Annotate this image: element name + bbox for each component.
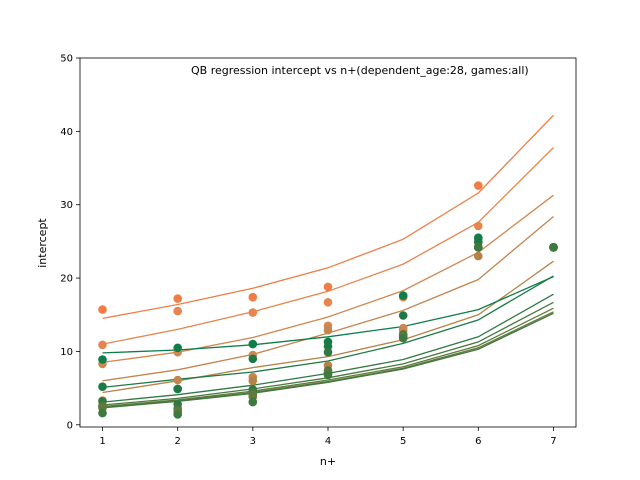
data-point-s2-x4 <box>323 298 333 307</box>
data-point-s7-x2 <box>173 384 182 394</box>
data-point-s12-x4 <box>323 370 333 380</box>
chart-marks <box>98 114 558 419</box>
data-point-s1-x2 <box>173 294 182 303</box>
y-tick-label: 30 <box>60 200 73 211</box>
data-point-s6-x2 <box>173 343 182 353</box>
x-tick-label: 4 <box>325 436 331 447</box>
data-point-s1-x6 <box>474 181 483 190</box>
y-axis-label: intercept <box>36 218 49 268</box>
data-point-s12-x6 <box>474 243 483 252</box>
data-point-s7-x5 <box>398 311 408 320</box>
x-tick-label: 3 <box>250 436 256 447</box>
chart-title: QB regression intercept vs n+(dependent_… <box>191 64 529 77</box>
y-tick-label: 40 <box>60 127 73 138</box>
data-point-s1-x4 <box>323 282 333 292</box>
y-axis: 0 10 20 30 40 50 <box>60 54 80 431</box>
data-point-s6-x3 <box>248 339 258 349</box>
data-point-s12-x7 <box>549 243 558 252</box>
data-point-s1-x3 <box>248 292 258 302</box>
data-point-s2-x2 <box>173 306 182 316</box>
data-point-s5-x6 <box>474 251 483 261</box>
x-tick-label: 1 <box>99 436 105 447</box>
data-point-s12-x1 <box>98 408 107 418</box>
data-point-s4-x2 <box>173 375 182 385</box>
data-point-s6-x5 <box>398 291 408 301</box>
data-point-s7-x3 <box>248 354 258 364</box>
data-point-s2-x3 <box>248 308 258 317</box>
data-point-s7-x1 <box>98 382 107 392</box>
data-point-s5-x3 <box>248 376 258 386</box>
data-point-s7-x4 <box>323 342 333 351</box>
data-point-s12-x5 <box>398 333 408 343</box>
y-tick-label: 0 <box>67 420 73 431</box>
x-tick-label: 6 <box>475 436 481 447</box>
data-point-s4-x4 <box>323 325 333 335</box>
data-point-s12-x2 <box>173 410 182 419</box>
data-point-s8-x4 <box>323 347 333 357</box>
y-tick-label: 10 <box>60 347 73 358</box>
data-point-s2-x1 <box>98 340 107 350</box>
fit-line-10 <box>102 307 554 408</box>
x-axis: 1 2 3 4 5 6 7 <box>99 427 557 447</box>
x-tick-label: 5 <box>400 436 406 447</box>
data-point-s2-x6 <box>474 221 483 231</box>
x-tick-label: 2 <box>175 436 181 447</box>
data-point-s1-x1 <box>98 305 107 314</box>
fit-line-1 <box>102 114 554 320</box>
y-tick-label: 50 <box>60 54 73 65</box>
data-point-s12-x3 <box>248 397 258 407</box>
x-axis-label: n+ <box>320 455 336 468</box>
x-tick-label: 7 <box>550 436 556 447</box>
y-tick-label: 20 <box>60 274 73 285</box>
data-point-s6-x1 <box>98 355 107 364</box>
